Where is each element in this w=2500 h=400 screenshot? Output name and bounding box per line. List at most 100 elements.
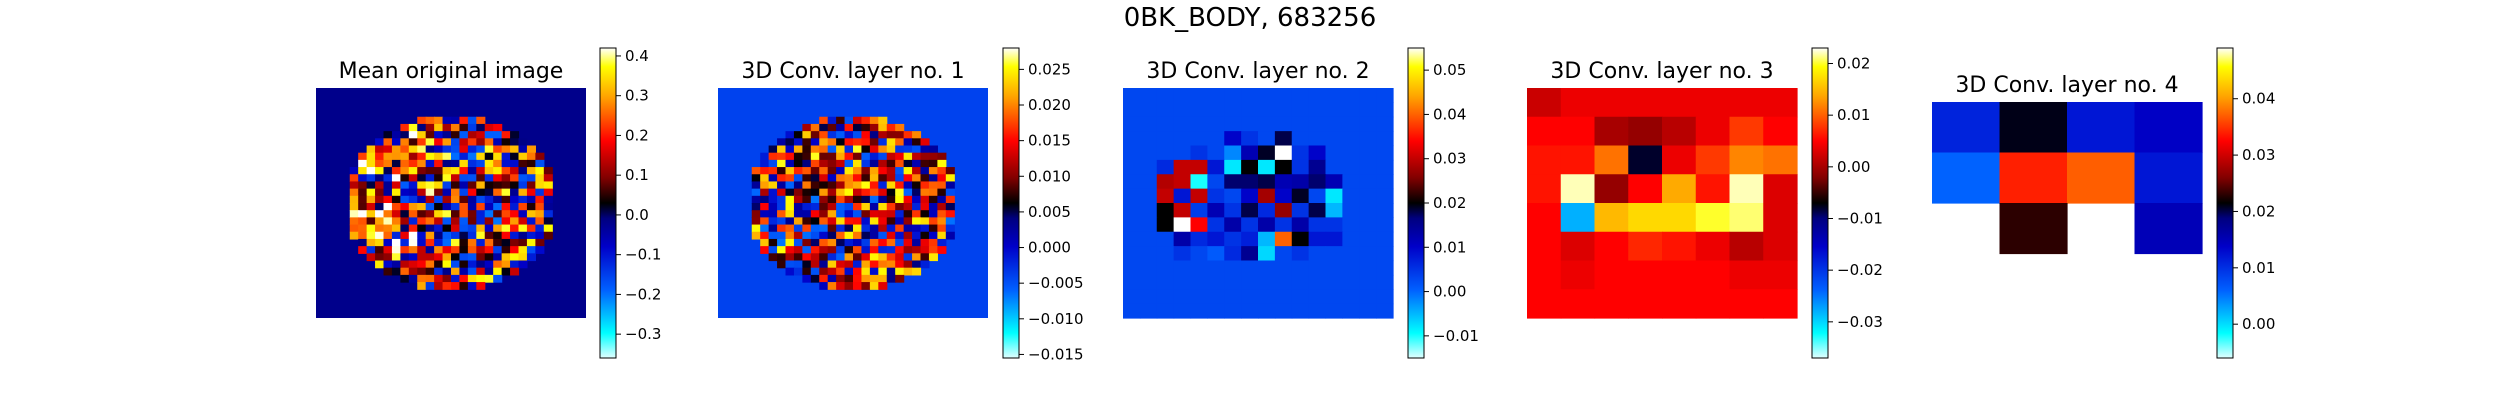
heatmap-cell xyxy=(844,210,854,218)
heatmap-cell xyxy=(467,260,477,269)
heatmap-cell xyxy=(375,224,385,233)
heatmap-cell xyxy=(768,159,778,168)
heatmap-cell xyxy=(785,181,795,190)
heatmap-cell xyxy=(358,246,368,254)
heatmap-cell xyxy=(912,217,922,226)
heatmap-cell xyxy=(358,152,368,161)
heatmap-cell xyxy=(777,174,787,183)
heatmap-cell xyxy=(777,138,787,147)
heatmap-cell xyxy=(1241,289,1259,305)
heatmap-cell xyxy=(903,174,913,183)
heatmap-cell xyxy=(836,152,846,161)
heatmap-cell xyxy=(1224,246,1242,262)
heatmap-cell xyxy=(802,203,812,211)
heatmap-cell xyxy=(451,224,461,233)
heatmap-cell xyxy=(844,282,854,290)
heatmap-cell xyxy=(1359,174,1377,190)
heatmap-cell xyxy=(459,253,469,262)
heatmap-cell xyxy=(819,210,829,218)
heatmap-cell xyxy=(1274,231,1293,247)
heatmap-cell xyxy=(476,123,486,132)
heatmap-cell xyxy=(383,181,393,190)
heatmap-cell xyxy=(912,195,922,204)
heatmap-cell xyxy=(366,210,376,218)
heatmap-cell xyxy=(793,260,803,269)
heatmap-cell xyxy=(1207,131,1225,147)
heatmap-cell xyxy=(1594,116,1629,147)
heatmap-cell xyxy=(1241,174,1259,190)
heatmap-cell xyxy=(1123,231,1141,247)
heatmap-cell xyxy=(945,174,955,183)
heatmap-cell xyxy=(1241,303,1259,319)
heatmap-cell xyxy=(391,159,401,168)
heatmap-cell xyxy=(768,174,778,183)
heatmap-cell xyxy=(827,210,837,218)
heatmap-cell xyxy=(785,246,795,254)
heatmap-cell xyxy=(518,203,528,211)
heatmap-cell xyxy=(375,188,385,197)
heatmap xyxy=(1932,102,2203,255)
heatmap-cell xyxy=(1274,289,1293,305)
colorbar-tick-label: 0.00 xyxy=(1433,283,1466,301)
heatmap-cell xyxy=(535,231,545,240)
heatmap-cell xyxy=(945,217,955,226)
colorbar-gradient xyxy=(1002,47,1020,359)
heatmap-cell xyxy=(937,203,947,211)
heatmap-cell xyxy=(375,181,385,190)
heatmap-cell xyxy=(802,167,812,175)
heatmap-cell xyxy=(1560,260,1596,290)
heatmap-cell xyxy=(836,131,846,139)
heatmap-cell xyxy=(1123,303,1141,319)
heatmap-cell xyxy=(476,195,486,204)
heatmap-cell xyxy=(1342,174,1360,190)
heatmap-cell xyxy=(417,131,427,139)
heatmap-cell xyxy=(1376,145,1394,161)
heatmap-cell xyxy=(425,203,435,211)
heatmap-cell xyxy=(375,167,385,175)
heatmap-cell xyxy=(425,267,435,276)
heatmap-cell xyxy=(1207,203,1225,218)
heatmap-cell xyxy=(417,174,427,183)
heatmap-cell xyxy=(827,181,837,190)
heatmap-cell xyxy=(861,246,871,254)
heatmap-cell xyxy=(408,174,418,183)
heatmap-cell xyxy=(1342,88,1360,103)
heatmap-cell xyxy=(937,174,947,183)
heatmap-cell xyxy=(793,131,803,139)
heatmap-cell xyxy=(827,246,837,254)
colorbar-tick-label: −0.01 xyxy=(1837,210,1883,228)
heatmap-cell xyxy=(501,210,511,218)
heatmap-cell xyxy=(408,181,418,190)
heatmap-cell xyxy=(1359,102,1377,118)
heatmap-cell xyxy=(1207,159,1225,175)
heatmap-cell xyxy=(777,217,787,226)
heatmap-cell xyxy=(785,131,795,139)
heatmap-cell xyxy=(510,195,520,204)
heatmap-cell xyxy=(802,152,812,161)
heatmap-cell xyxy=(518,260,528,269)
heatmap-cell xyxy=(819,123,829,132)
heatmap-cell xyxy=(1763,203,1798,233)
heatmap-cell xyxy=(827,260,837,269)
heatmap-cell xyxy=(434,253,444,262)
heatmap-cell xyxy=(928,210,938,218)
heatmap-cell xyxy=(886,174,896,183)
heatmap-cell xyxy=(937,167,947,175)
heatmap-cell xyxy=(501,152,511,161)
heatmap-cell xyxy=(535,181,545,190)
heatmap-cell xyxy=(518,145,528,154)
heatmap-cell xyxy=(467,253,477,262)
heatmap-cell xyxy=(760,181,770,190)
heatmap-cell xyxy=(886,224,896,233)
heatmap-cell xyxy=(408,246,418,254)
heatmap-cell xyxy=(425,238,435,247)
heatmap-cell xyxy=(400,246,410,254)
heatmap-cell xyxy=(400,203,410,211)
heatmap-cell xyxy=(861,274,871,283)
heatmap-cell xyxy=(1359,203,1377,218)
heatmap-cell xyxy=(928,159,938,168)
heatmap-cell xyxy=(1139,159,1158,175)
heatmap-cell xyxy=(886,145,896,154)
heatmap-cell xyxy=(1173,116,1192,132)
heatmap-cell xyxy=(484,145,494,154)
